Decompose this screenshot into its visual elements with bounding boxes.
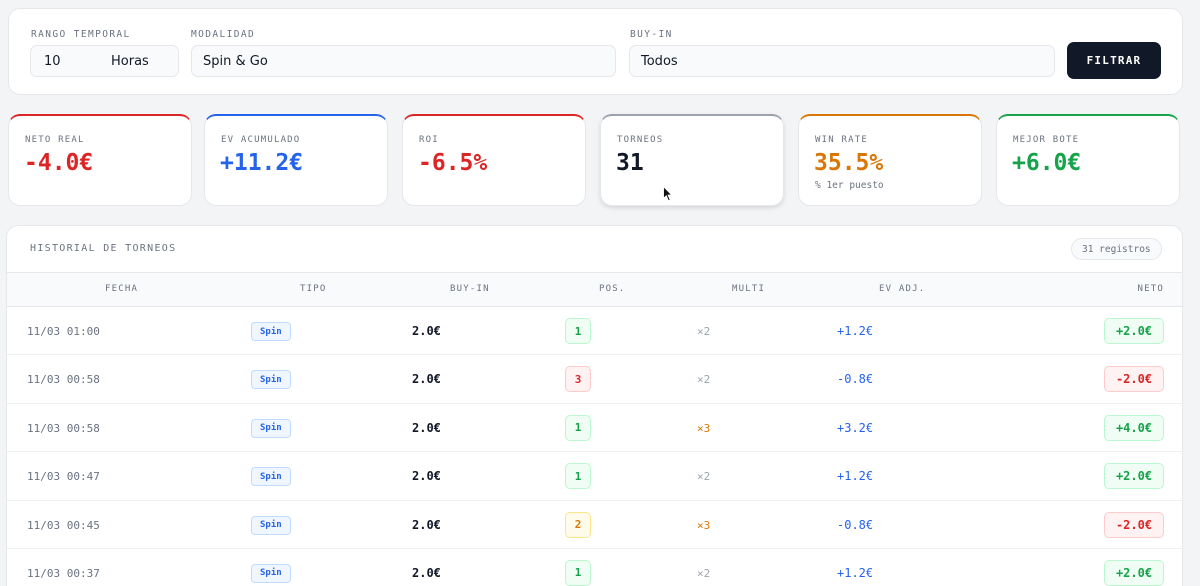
stat-card-neto-real: NETO REAL -4.0€ — [8, 114, 192, 206]
row-multiplier: ×3 — [697, 518, 711, 532]
row-ev-adjusted: -0.8€ — [837, 372, 874, 387]
column-header[interactable]: MULTI — [732, 284, 766, 294]
stat-value: +6.0€ — [1012, 150, 1082, 176]
records-count-badge: 31 registros — [1071, 238, 1162, 260]
stat-label: ROI — [419, 135, 439, 145]
row-ev-adjusted: -0.8€ — [837, 517, 874, 532]
table-row[interactable]: 11/03 00:58 Spin 2.0€ 3 ×2 -0.8€ -2.0€ — [7, 355, 1182, 404]
table-row[interactable]: 11/03 00:47 Spin 2.0€ 1 ×2 +1.2€ +2.0€ — [7, 452, 1182, 501]
stat-label: EV ACUMULADO — [221, 135, 301, 145]
buyin-value: Todos — [641, 53, 678, 69]
row-net: +2.0€ — [1104, 463, 1164, 490]
row-multiplier: ×2 — [697, 566, 711, 580]
row-ev-adjusted: +1.2€ — [837, 565, 874, 580]
history-title: HISTORIAL DE TORNEOS — [30, 243, 177, 254]
stat-card-roi: ROI -6.5% — [402, 114, 586, 206]
column-header[interactable]: EV ADJ. — [879, 284, 926, 294]
buyin-select[interactable]: Todos — [629, 45, 1055, 77]
row-position: 1 — [565, 463, 591, 490]
row-ev-adjusted: +1.2€ — [837, 324, 874, 338]
row-type-badge: Spin — [251, 563, 291, 583]
stat-value: 31 — [616, 150, 644, 176]
row-position: 1 — [565, 559, 591, 586]
row-position: 1 — [565, 318, 591, 344]
mode-label: MODALIDAD — [191, 29, 256, 40]
mode-select[interactable]: Spin & Go — [191, 45, 616, 77]
row-type-badge: Spin — [251, 418, 291, 438]
row-position: 2 — [565, 511, 591, 538]
tournament-history: HISTORIAL DE TORNEOS 31 registros FECHA T… — [6, 225, 1183, 586]
filter-bar: RANGO TEMPORAL 10 Horas MODALIDAD Spin &… — [8, 8, 1183, 95]
row-buyin: 2.0€ — [412, 372, 441, 387]
column-header[interactable]: POS. — [599, 284, 626, 294]
column-header[interactable]: NETO — [1137, 284, 1164, 294]
row-multiplier: ×2 — [697, 325, 711, 338]
range-label: RANGO TEMPORAL — [31, 29, 131, 40]
column-header[interactable]: TIPO — [300, 284, 327, 294]
stat-value: +11.2€ — [220, 150, 304, 176]
stat-card-ev-acumulado: EV ACUMULADO +11.2€ — [204, 114, 388, 206]
column-header[interactable]: BUY-IN — [450, 284, 490, 294]
stat-label: MEJOR BOTE — [1013, 135, 1080, 145]
table-row[interactable]: 11/03 01:00 Spin 2.0€ 1 ×2 +1.2€ +2.0€ — [7, 307, 1182, 356]
row-position: 1 — [565, 414, 591, 441]
stat-value: 35.5% — [814, 150, 884, 176]
mode-value: Spin & Go — [203, 53, 268, 69]
stat-value: -6.5% — [418, 150, 488, 176]
table-header: FECHA TIPO BUY-IN POS. MULTI EV ADJ. NETO — [7, 272, 1182, 307]
row-date: 11/03 00:47 — [27, 470, 100, 484]
row-multiplier: ×2 — [697, 470, 711, 484]
row-net: -2.0€ — [1104, 511, 1164, 538]
stat-label: NETO REAL — [25, 135, 85, 145]
row-date: 11/03 00:58 — [27, 421, 100, 435]
row-type-badge: Spin — [251, 515, 291, 535]
row-net: +2.0€ — [1104, 559, 1164, 586]
row-date: 11/03 00:58 — [27, 373, 100, 387]
row-date: 11/03 01:00 — [27, 325, 100, 338]
stat-label: WIN RATE — [815, 135, 868, 145]
row-buyin: 2.0€ — [412, 469, 441, 484]
row-ev-adjusted: +1.2€ — [837, 469, 874, 484]
row-type-badge: Spin — [251, 467, 291, 487]
range-input[interactable]: 10 Horas — [30, 45, 179, 77]
range-value: 10 — [44, 54, 61, 69]
table-row[interactable]: 11/03 00:58 Spin 2.0€ 1 ×3 +3.2€ +4.0€ — [7, 404, 1182, 453]
row-buyin: 2.0€ — [412, 565, 441, 580]
row-net: +2.0€ — [1104, 318, 1164, 344]
row-ev-adjusted: +3.2€ — [837, 420, 874, 435]
table-row[interactable]: 11/03 00:45 Spin 2.0€ 2 ×3 -0.8€ -2.0€ — [7, 501, 1182, 549]
row-buyin: 2.0€ — [412, 517, 441, 532]
row-date: 11/03 00:45 — [27, 518, 100, 532]
row-multiplier: ×2 — [697, 373, 711, 387]
row-position: 3 — [565, 366, 591, 393]
row-date: 11/03 00:37 — [27, 566, 100, 580]
table-row[interactable]: 11/03 00:37 Spin 2.0€ 1 ×2 +1.2€ +2.0€ — [7, 549, 1182, 586]
stat-card-mejor-bote: MEJOR BOTE +6.0€ — [996, 114, 1180, 206]
row-net: -2.0€ — [1104, 366, 1164, 393]
row-buyin: 2.0€ — [412, 420, 441, 435]
stat-value: -4.0€ — [24, 150, 94, 176]
row-buyin: 2.0€ — [412, 324, 441, 338]
buyin-label: BUY-IN — [630, 29, 673, 40]
column-header[interactable]: FECHA — [105, 284, 139, 294]
stat-subtitle: % 1er puesto — [815, 180, 884, 191]
stat-card-win-rate: WIN RATE 35.5% % 1er puesto — [798, 114, 982, 206]
row-net: +4.0€ — [1104, 414, 1164, 441]
row-type-badge: Spin — [251, 370, 291, 390]
table-body: 11/03 01:00 Spin 2.0€ 1 ×2 +1.2€ +2.0€ 11/03 00… — [7, 307, 1182, 586]
filter-button[interactable]: FILTRAR — [1067, 42, 1161, 79]
range-unit: Horas — [111, 54, 149, 69]
mouse-cursor-icon — [663, 186, 673, 202]
stat-label: TORNEOS — [617, 135, 664, 145]
stat-card-torneos: TORNEOS 31 — [600, 114, 784, 206]
row-multiplier: ×3 — [697, 421, 711, 435]
row-type-badge: Spin — [251, 322, 291, 341]
